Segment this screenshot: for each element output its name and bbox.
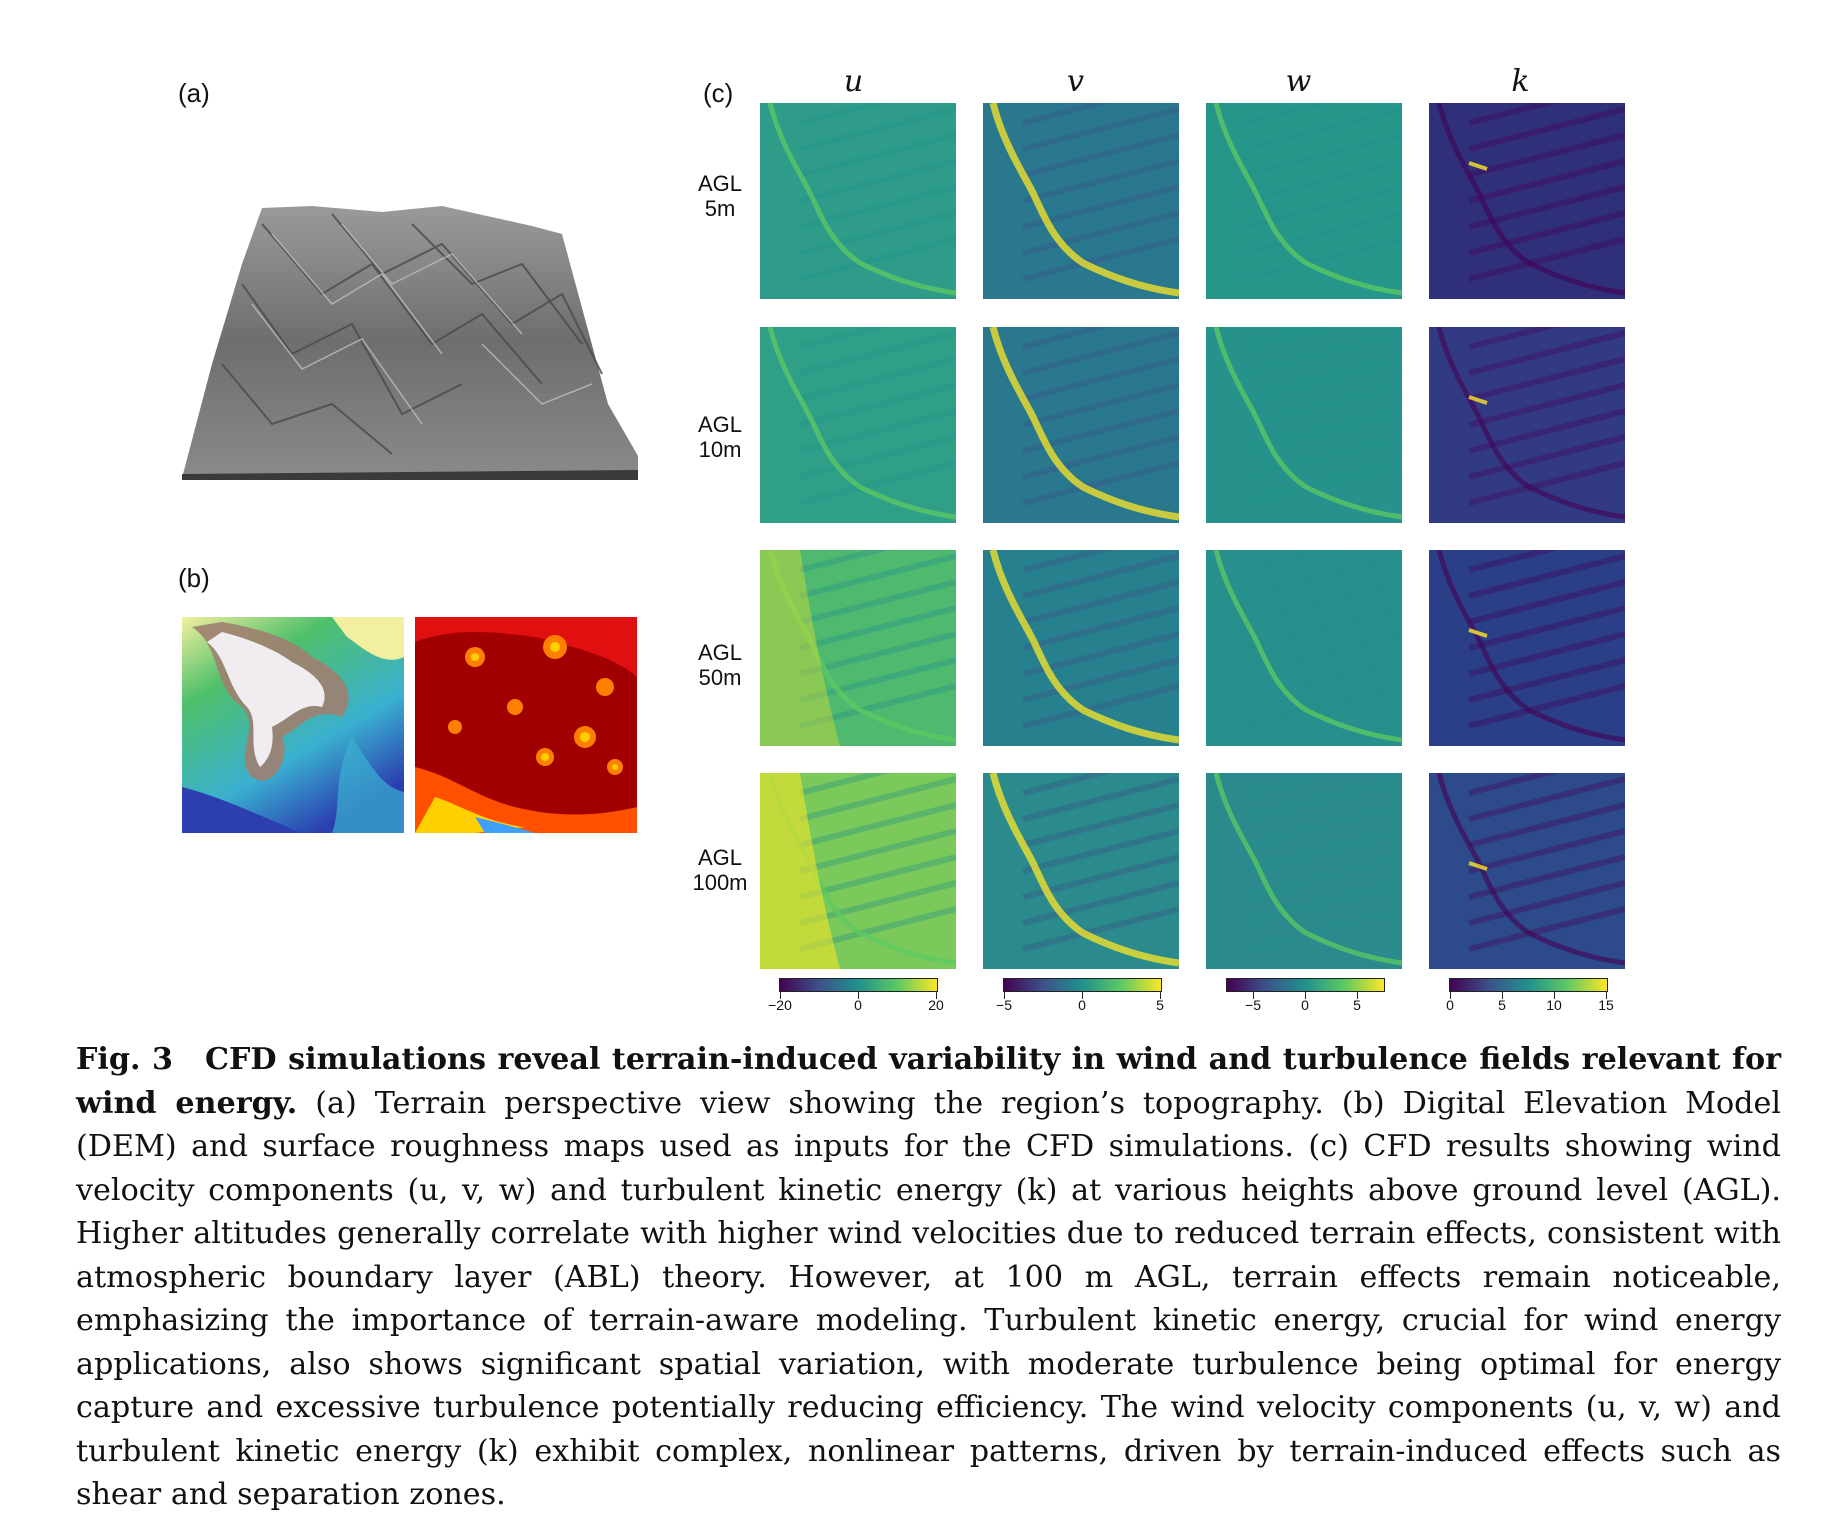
column-header-w: w xyxy=(1285,64,1312,99)
row-label-line1: AGL xyxy=(697,640,743,665)
caption-label: Fig. 3 xyxy=(76,1042,174,1077)
colorbar-tick xyxy=(1606,992,1607,999)
colorbar-u-tick-label: 0 xyxy=(854,997,862,1013)
colorbar-v-tick-label: −5 xyxy=(996,997,1012,1013)
colorbar-v-tick-label: 5 xyxy=(1156,997,1164,1013)
heatmap-w-row-1 xyxy=(1206,103,1402,299)
colorbar-k-tick-label: 5 xyxy=(1498,997,1506,1013)
heatmap-w-row-3 xyxy=(1206,550,1402,746)
panel-label-c: (c) xyxy=(703,78,734,108)
colorbar-tick xyxy=(1450,992,1451,999)
heatmap-v-row-4 xyxy=(983,773,1179,969)
colorbar-u xyxy=(779,978,938,992)
colorbar-k-tick-label: 10 xyxy=(1546,997,1562,1013)
colorbar-tick xyxy=(1253,992,1254,999)
row-label-line2: 100m xyxy=(692,870,748,895)
colorbar-tick xyxy=(1305,992,1306,999)
column-header-k: k xyxy=(1511,64,1530,99)
colorbar-w-tick-label: 0 xyxy=(1301,997,1309,1013)
heatmap-k-row-2 xyxy=(1429,327,1625,523)
colorbar-tick xyxy=(1004,992,1005,999)
column-header-v: v xyxy=(1067,64,1084,99)
colorbar-tick xyxy=(936,992,937,999)
row-label-line2: 10m xyxy=(698,437,742,462)
colorbar-tick xyxy=(1160,992,1161,999)
row-label-agl-50m: AGL 50m xyxy=(670,640,770,690)
row-label-line2: 50m xyxy=(698,665,742,690)
heatmap-k-row-3 xyxy=(1429,550,1625,746)
colorbar-w-tick-label: −5 xyxy=(1245,997,1261,1013)
row-label-line1: AGL xyxy=(697,845,743,870)
colorbar-k-tick-label: 15 xyxy=(1598,997,1614,1013)
heatmap-v-row-2 xyxy=(983,327,1179,523)
colorbar-tick xyxy=(858,992,859,999)
row-label-line1: AGL xyxy=(697,171,743,196)
panel-label-b: (b) xyxy=(178,563,210,593)
row-label-agl-10m: AGL 10m xyxy=(670,412,770,462)
colorbar-v xyxy=(1003,978,1162,992)
colorbar-k xyxy=(1449,978,1608,992)
dem-map xyxy=(182,617,404,833)
heatmap-u-row-1 xyxy=(760,103,956,299)
heatmap-v-row-1 xyxy=(983,103,1179,299)
caption-title: CFD simulations reveal terrain-induced v… xyxy=(76,1042,1781,1121)
colorbar-tick xyxy=(780,992,781,999)
heatmap-v-row-3 xyxy=(983,550,1179,746)
colorbar-u-tick-label: −20 xyxy=(768,997,792,1013)
colorbar-u-tick-label: 20 xyxy=(928,997,944,1013)
heatmap-w-row-2 xyxy=(1206,327,1402,523)
heatmap-w-row-4 xyxy=(1206,773,1402,969)
colorbar-tick xyxy=(1082,992,1083,999)
figure-caption: Fig. 3 CFD simulations reveal terrain-in… xyxy=(76,1038,1781,1517)
row-label-agl-100m: AGL 100m xyxy=(670,845,770,895)
colorbar-w xyxy=(1226,978,1385,992)
row-label-line1: AGL xyxy=(697,412,743,437)
heatmap-u-row-2 xyxy=(760,327,956,523)
terrain-perspective-view xyxy=(182,206,638,480)
colorbar-tick xyxy=(1357,992,1358,999)
caption-body: (a) Terrain perspective view showing the… xyxy=(76,1085,1781,1513)
colorbar-tick xyxy=(1554,992,1555,999)
column-header-u: u xyxy=(843,64,864,99)
row-label-agl-5m: AGL 5m xyxy=(670,171,770,221)
colorbar-v-tick-label: 0 xyxy=(1078,997,1086,1013)
heatmap-k-row-1 xyxy=(1429,103,1625,299)
heatmap-u-row-4 xyxy=(760,773,956,969)
colorbar-k-tick-label: 0 xyxy=(1446,997,1454,1013)
panel-label-a: (a) xyxy=(178,78,210,108)
roughness-map xyxy=(415,617,637,833)
heatmap-k-row-4 xyxy=(1429,773,1625,969)
row-label-line2: 5m xyxy=(704,196,736,221)
heatmap-u-row-3 xyxy=(760,550,956,746)
colorbar-tick xyxy=(1502,992,1503,999)
colorbar-w-tick-label: 5 xyxy=(1353,997,1361,1013)
